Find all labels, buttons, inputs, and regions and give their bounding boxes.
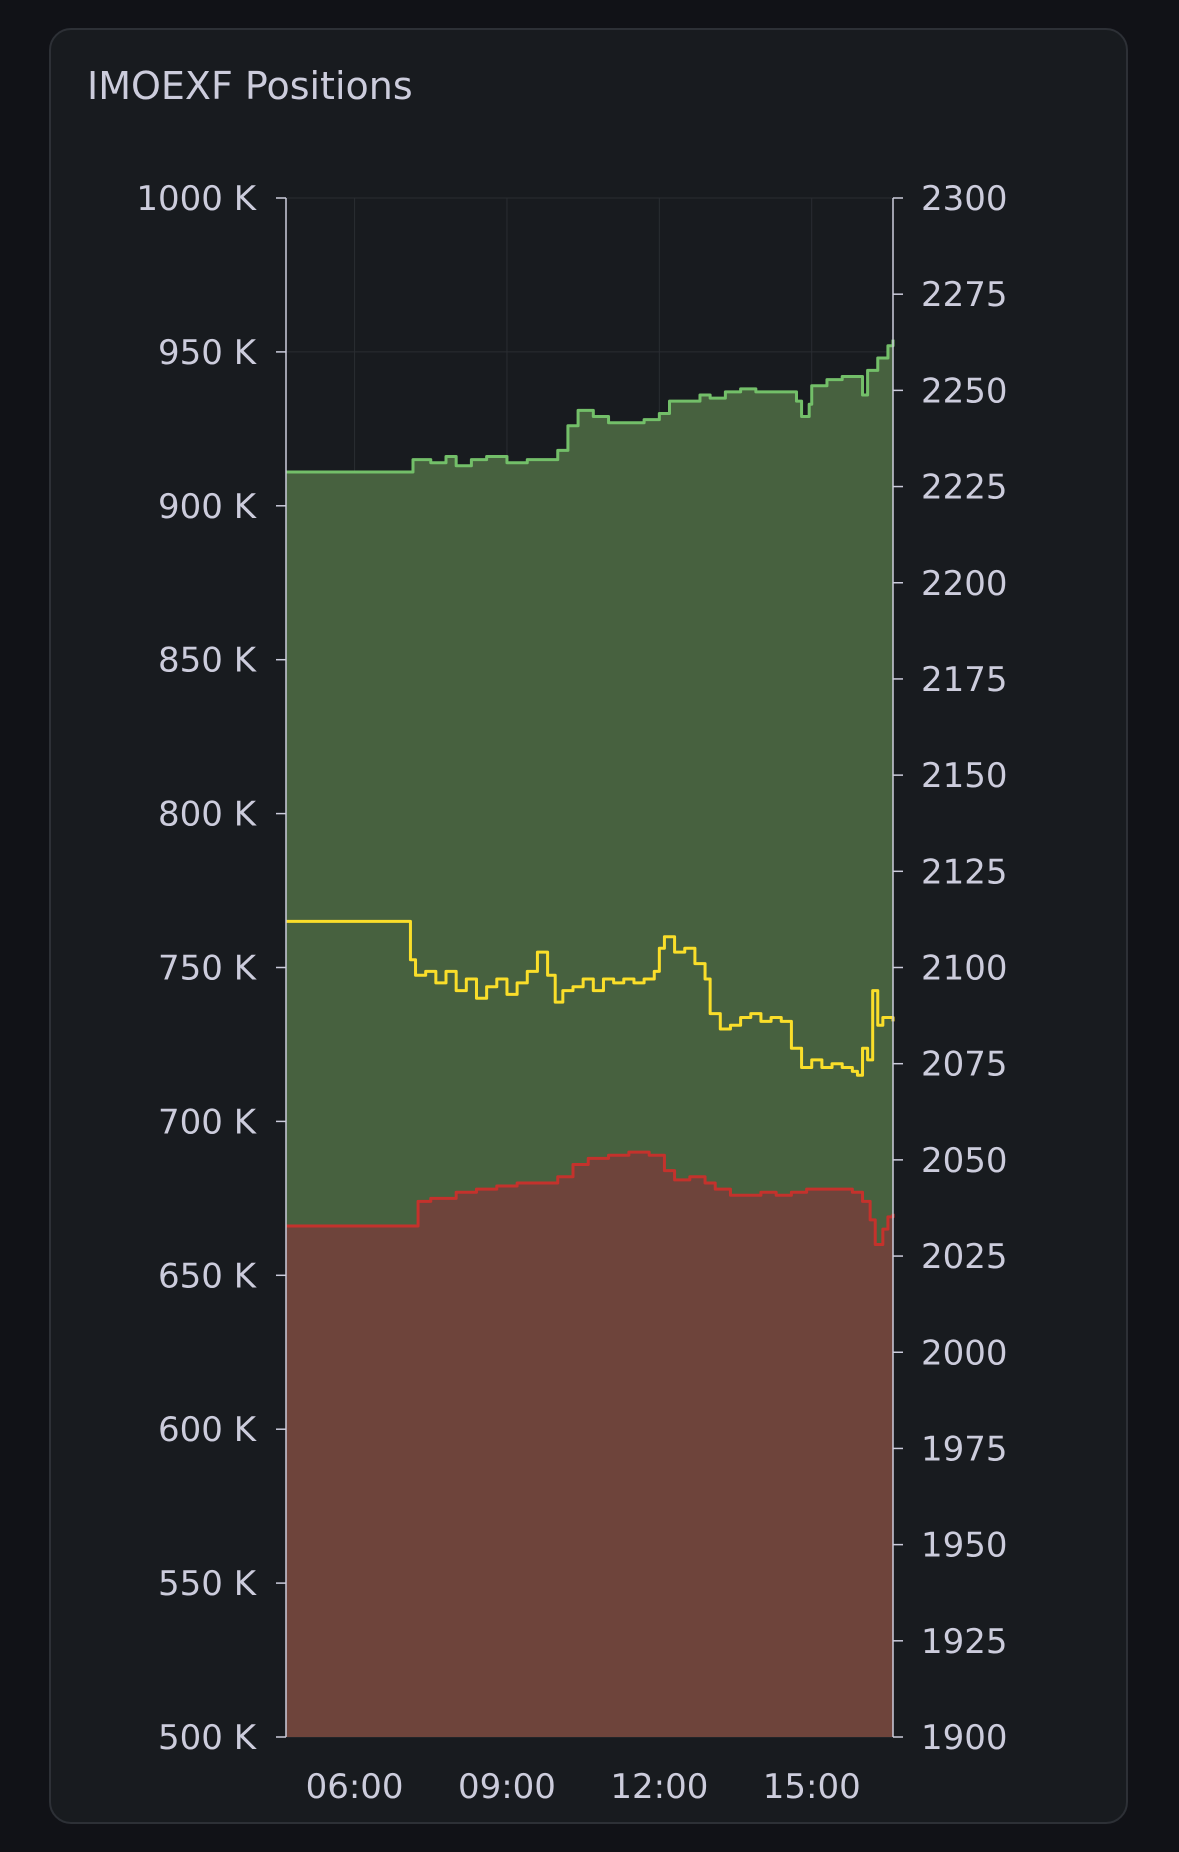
panel-title: IMOEXF Positions [87,64,413,108]
y-left-tick-label-0: 500 K [158,1718,258,1758]
x-tick-label-3: 15:00 [763,1767,861,1807]
y-right-tick-label-16: 2300 [921,179,1008,219]
y-right-tick-label-12: 2200 [921,564,1008,604]
y-right-tick-label-14: 2250 [921,371,1008,411]
y-left-tick-label-6: 800 K [158,795,258,835]
y-left-tick-label-5: 750 K [158,949,258,989]
y-right-tick-label-2: 1950 [921,1526,1008,1566]
series-line-0 [286,339,895,474]
y-right-tick-label-11: 2175 [921,660,1008,700]
series-line-2 [286,919,895,1077]
y-right-tick-label-4: 2000 [921,1333,1008,1373]
y-left-tick-label-2: 600 K [158,1410,258,1450]
x-tick-label-1: 09:00 [458,1767,556,1807]
y-right-tick-label-10: 2150 [921,756,1008,796]
y-right-tick-label-15: 2275 [921,275,1008,315]
y-right-tick-label-8: 2100 [921,949,1008,989]
y-right-tick-label-5: 2025 [921,1237,1008,1277]
y-left-tick-label-9: 950 K [158,333,258,373]
y-left-tick-label-1: 550 K [158,1564,258,1604]
y-right-tick-label-3: 1975 [921,1429,1008,1469]
y-left-tick-label-10: 1000 K [136,179,257,219]
y-left-tick-label-8: 900 K [158,487,258,527]
y-right-tick-label-0: 1900 [921,1718,1008,1758]
series-line-1 [286,1150,895,1247]
y-left-tick-label-4: 700 K [158,1102,258,1142]
y-right-tick-label-1: 1925 [921,1622,1008,1662]
x-tick-label-2: 12:00 [610,1767,708,1807]
y-left-tick-label-3: 650 K [158,1256,258,1296]
y-right-tick-label-13: 2225 [921,468,1008,508]
x-tick-label-0: 06:00 [306,1767,404,1807]
y-left-tick-label-7: 850 K [158,641,258,681]
y-right-tick-label-9: 2125 [921,852,1008,892]
y-right-tick-label-6: 2050 [921,1141,1008,1181]
y-right-tick-label-7: 2075 [921,1045,1008,1085]
series-area-1 [286,1152,893,1737]
